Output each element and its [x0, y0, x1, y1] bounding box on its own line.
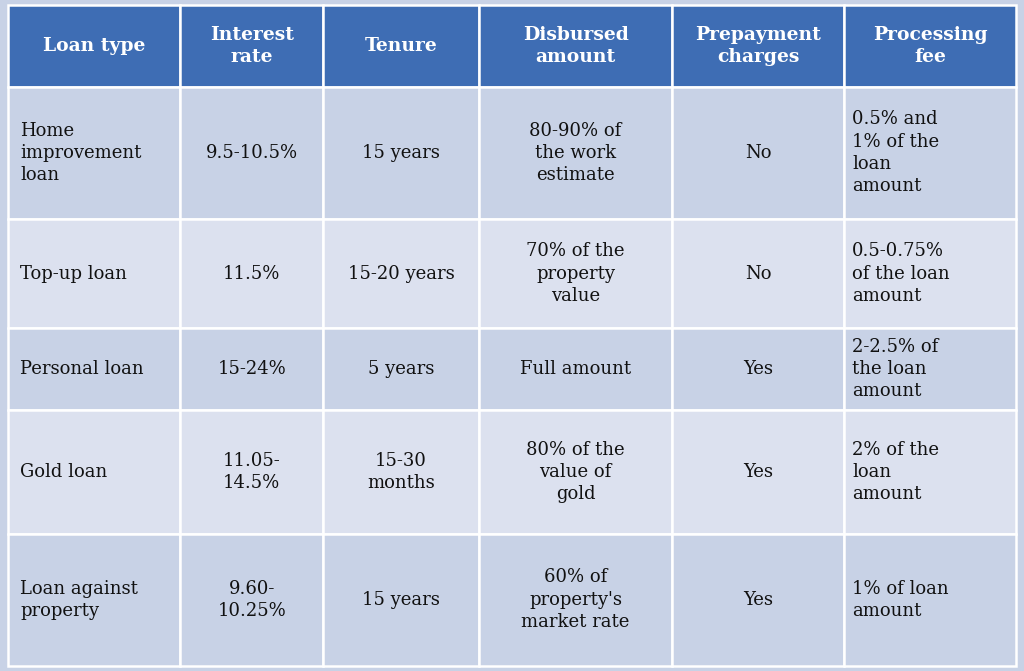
- Text: 60% of
property's
market rate: 60% of property's market rate: [521, 568, 630, 631]
- Bar: [844, 533, 1016, 666]
- Bar: [324, 533, 479, 666]
- Text: 15 years: 15 years: [362, 144, 440, 162]
- Bar: [180, 87, 324, 219]
- Bar: [479, 87, 673, 219]
- Bar: [324, 87, 479, 219]
- Text: Home
improvement
loan: Home improvement loan: [20, 121, 142, 184]
- Bar: [844, 87, 1016, 219]
- Bar: [324, 328, 479, 410]
- Text: Yes: Yes: [743, 590, 773, 609]
- Bar: [844, 328, 1016, 410]
- Text: Loan type: Loan type: [43, 37, 145, 55]
- Text: 5 years: 5 years: [368, 360, 434, 378]
- Bar: [8, 219, 180, 328]
- Text: Personal loan: Personal loan: [20, 360, 144, 378]
- Bar: [673, 410, 844, 533]
- Text: No: No: [744, 264, 771, 282]
- Bar: [180, 328, 324, 410]
- Text: 1% of loan
amount: 1% of loan amount: [852, 580, 949, 620]
- Text: Full amount: Full amount: [520, 360, 631, 378]
- Text: Yes: Yes: [743, 463, 773, 480]
- Text: 2-2.5% of
the loan
amount: 2-2.5% of the loan amount: [852, 338, 939, 400]
- Bar: [673, 219, 844, 328]
- Bar: [673, 533, 844, 666]
- Bar: [324, 219, 479, 328]
- Text: 80% of the
value of
gold: 80% of the value of gold: [526, 441, 625, 503]
- Bar: [844, 410, 1016, 533]
- Text: 15 years: 15 years: [362, 590, 440, 609]
- Text: 9.5-10.5%: 9.5-10.5%: [206, 144, 298, 162]
- Text: 15-20 years: 15-20 years: [348, 264, 455, 282]
- Text: Interest
rate: Interest rate: [210, 26, 294, 66]
- Bar: [180, 410, 324, 533]
- Bar: [673, 87, 844, 219]
- Bar: [479, 219, 673, 328]
- Text: 80-90% of
the work
estimate: 80-90% of the work estimate: [529, 121, 622, 184]
- Text: 15-30
months: 15-30 months: [368, 452, 435, 492]
- Bar: [479, 5, 673, 87]
- Bar: [180, 533, 324, 666]
- Bar: [180, 5, 324, 87]
- Text: 2% of the
loan
amount: 2% of the loan amount: [852, 441, 939, 503]
- Bar: [8, 5, 180, 87]
- Bar: [673, 328, 844, 410]
- Text: 70% of the
property
value: 70% of the property value: [526, 242, 625, 305]
- Bar: [8, 87, 180, 219]
- Bar: [844, 5, 1016, 87]
- Bar: [324, 410, 479, 533]
- Text: Loan against
property: Loan against property: [20, 580, 138, 620]
- Bar: [324, 5, 479, 87]
- Text: 0.5% and
1% of the
loan
amount: 0.5% and 1% of the loan amount: [852, 111, 939, 195]
- Bar: [844, 219, 1016, 328]
- Text: Gold loan: Gold loan: [20, 463, 108, 480]
- Bar: [8, 533, 180, 666]
- Bar: [8, 328, 180, 410]
- Text: 11.05-
14.5%: 11.05- 14.5%: [223, 452, 281, 492]
- Text: 15-24%: 15-24%: [217, 360, 286, 378]
- Text: 9.60-
10.25%: 9.60- 10.25%: [217, 580, 286, 620]
- Text: Prepayment
charges: Prepayment charges: [695, 26, 821, 66]
- Bar: [479, 328, 673, 410]
- Text: Yes: Yes: [743, 360, 773, 378]
- Bar: [180, 219, 324, 328]
- Text: 11.5%: 11.5%: [223, 264, 281, 282]
- Bar: [479, 410, 673, 533]
- Text: Disbursed
amount: Disbursed amount: [522, 26, 629, 66]
- Bar: [8, 410, 180, 533]
- Bar: [673, 5, 844, 87]
- Bar: [479, 533, 673, 666]
- Text: Tenure: Tenure: [365, 37, 437, 55]
- Text: 0.5-0.75%
of the loan
amount: 0.5-0.75% of the loan amount: [852, 242, 950, 305]
- Text: Processing
fee: Processing fee: [872, 26, 987, 66]
- Text: No: No: [744, 144, 771, 162]
- Text: Top-up loan: Top-up loan: [20, 264, 127, 282]
